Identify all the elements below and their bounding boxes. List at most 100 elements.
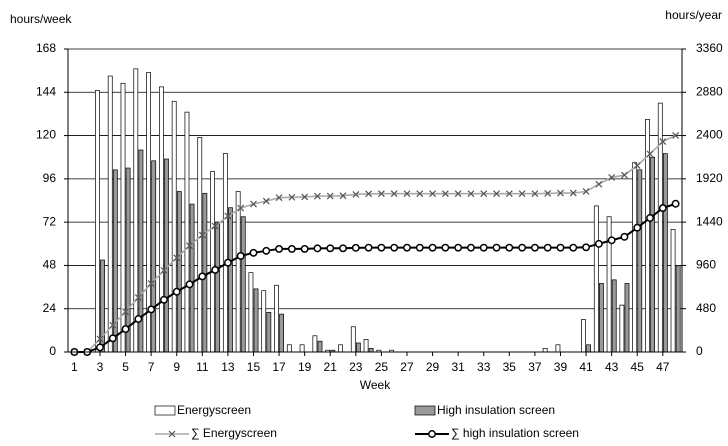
bar	[164, 158, 169, 353]
legend-swatch	[414, 405, 436, 416]
line-marker	[428, 243, 437, 252]
bar	[632, 162, 638, 353]
line-marker	[633, 162, 641, 170]
line-marker	[198, 272, 207, 281]
bar	[133, 68, 139, 353]
line-marker	[582, 243, 591, 252]
bar	[599, 283, 604, 353]
y-tick-label: 0	[49, 344, 56, 358]
x-tick-label: 3	[97, 360, 104, 374]
line-marker	[646, 150, 654, 158]
line-marker	[211, 265, 220, 274]
bar	[355, 342, 361, 353]
bar	[637, 169, 643, 353]
line-marker	[147, 305, 156, 314]
line-marker	[607, 236, 616, 245]
line-marker	[249, 248, 258, 257]
line-marker	[108, 334, 117, 343]
x-tick-label: 45	[631, 360, 645, 374]
line-marker	[466, 243, 475, 252]
bar	[210, 171, 215, 353]
line-marker	[223, 258, 232, 267]
line-marker	[275, 194, 283, 202]
line-marker	[326, 244, 335, 253]
line-marker	[236, 252, 245, 260]
bar	[266, 311, 272, 353]
bar	[286, 344, 292, 353]
line-marker	[429, 190, 436, 198]
x-axis-label: Week	[360, 378, 391, 392]
line-marker	[505, 243, 514, 252]
line-marker	[224, 212, 232, 220]
bar	[158, 86, 164, 353]
bar	[189, 203, 195, 353]
line-marker	[608, 173, 616, 181]
bar	[171, 100, 177, 353]
x-tick-label: 25	[375, 360, 389, 374]
y-tick-label: 48	[43, 258, 57, 272]
x-tick-label: 43	[605, 360, 619, 374]
bar	[675, 265, 681, 353]
line-marker	[633, 223, 642, 232]
y2-tick-label: 2400	[696, 128, 723, 142]
line-marker	[339, 192, 347, 200]
line-marker	[530, 243, 539, 252]
line-marker	[646, 214, 654, 222]
line-marker	[159, 295, 168, 304]
bar	[261, 290, 267, 353]
line-marker	[365, 190, 373, 198]
line-marker	[544, 190, 552, 197]
bar	[593, 205, 599, 353]
line-marker	[300, 244, 309, 253]
line-marker	[543, 243, 552, 252]
line-marker	[352, 191, 360, 198]
y-tick-label: 144	[36, 84, 56, 98]
legend-label: ∑ Energyscreen	[191, 426, 277, 440]
x-tick-label: 13	[221, 360, 235, 374]
y2-tick-label: 1920	[696, 171, 723, 185]
line-marker	[339, 244, 347, 253]
x-tick-label: 41	[579, 360, 593, 374]
bar	[253, 288, 259, 353]
line-marker	[672, 131, 680, 139]
bar	[248, 272, 254, 353]
bar	[619, 304, 625, 353]
line-marker	[301, 193, 309, 201]
x-tick-label: 5	[122, 360, 129, 374]
x-tick-label: 23	[349, 360, 363, 374]
bar	[312, 335, 318, 353]
line-marker	[198, 231, 206, 239]
y2-tick-label: 0	[696, 344, 703, 358]
line-marker	[390, 243, 399, 252]
y-tick-label: 96	[43, 171, 57, 185]
bar	[184, 111, 190, 353]
x-tick-label: 37	[528, 360, 542, 374]
bar	[120, 82, 126, 353]
line-marker	[121, 325, 130, 334]
legend-marker	[168, 430, 176, 438]
x-tick-label: 29	[426, 360, 440, 374]
line-marker	[671, 199, 680, 208]
legend-label: ∑ high insulation screen	[451, 426, 579, 440]
bar	[222, 153, 228, 353]
bar	[368, 348, 374, 353]
y-tick-label: 72	[43, 214, 57, 228]
line-marker	[479, 243, 488, 252]
line-marker	[186, 242, 193, 250]
x-tick-label: 11	[196, 360, 209, 374]
line-marker	[377, 243, 386, 252]
line-marker	[505, 190, 513, 198]
legend-marker	[428, 430, 436, 438]
line-marker	[173, 254, 181, 262]
y-tick-label: 120	[36, 128, 56, 142]
line-marker	[147, 280, 155, 287]
line-marker	[531, 190, 539, 198]
y2-tick-label: 1440	[696, 214, 723, 228]
bar	[581, 319, 586, 353]
line-marker	[415, 243, 424, 252]
line-marker	[109, 321, 117, 329]
line-marker	[441, 243, 450, 252]
y2-axis-label: hours/year	[665, 8, 722, 22]
y-tick-label: 168	[36, 41, 56, 55]
line-marker	[621, 171, 628, 179]
